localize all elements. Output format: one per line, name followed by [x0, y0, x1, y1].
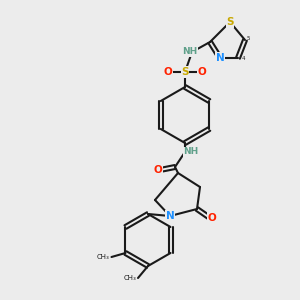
- Text: O: O: [208, 213, 216, 223]
- Text: CH₃: CH₃: [123, 275, 136, 281]
- Text: N: N: [166, 211, 174, 221]
- Text: S: S: [226, 17, 234, 27]
- Text: NH: NH: [182, 47, 198, 56]
- Text: O: O: [154, 165, 162, 175]
- Text: NH: NH: [183, 148, 199, 157]
- Text: CH₃: CH₃: [97, 254, 110, 260]
- Text: N: N: [216, 53, 224, 63]
- Text: 4: 4: [242, 56, 245, 61]
- Text: O: O: [164, 67, 172, 77]
- Text: O: O: [198, 67, 206, 77]
- Text: 5: 5: [247, 35, 250, 40]
- Text: S: S: [181, 67, 189, 77]
